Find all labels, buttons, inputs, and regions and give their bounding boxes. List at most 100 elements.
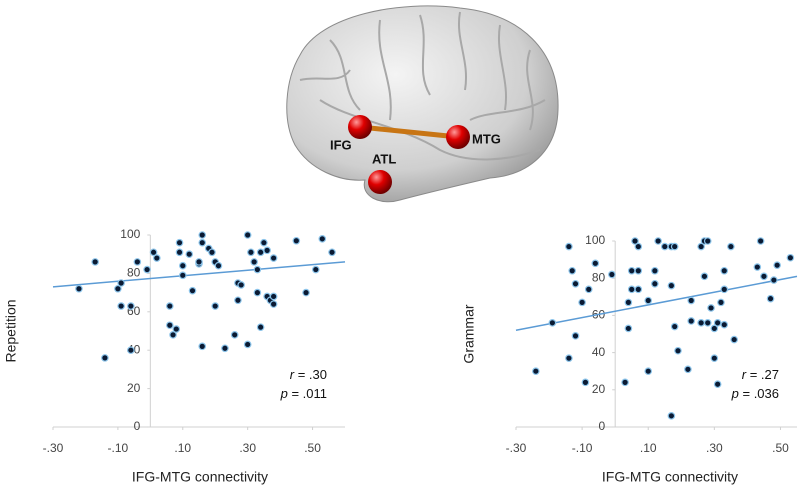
point: [651, 279, 659, 288]
stat-value: = .011: [291, 386, 327, 401]
point: [651, 266, 659, 275]
point: [634, 266, 643, 275]
point: [532, 367, 540, 376]
stat-value: = .27: [750, 367, 779, 382]
point: [717, 298, 725, 307]
y-tick-label: 0: [598, 419, 605, 433]
point: [214, 261, 223, 270]
point: [756, 237, 765, 245]
point: [644, 367, 653, 376]
y-axis-title: Repetition: [3, 299, 19, 362]
point: [565, 354, 573, 362]
point: [75, 284, 83, 293]
x-tick-label: -.30: [43, 441, 64, 455]
point: [195, 258, 203, 266]
point: [230, 331, 239, 339]
point: [269, 254, 278, 262]
point: [654, 237, 662, 245]
point: [166, 321, 174, 330]
point: [578, 298, 586, 307]
brain-label: MTG: [472, 131, 501, 146]
point: [581, 378, 590, 387]
point: [91, 258, 99, 266]
point: [720, 266, 729, 275]
point: [624, 324, 633, 333]
point: [710, 324, 719, 333]
y-tick-label: 80: [592, 270, 606, 284]
point: [211, 302, 220, 310]
point: [720, 285, 729, 294]
x-tick-label: .30: [706, 441, 723, 455]
x-tick-label: .10: [640, 441, 657, 455]
point: [208, 248, 216, 257]
point: [687, 296, 696, 305]
point: [127, 302, 135, 310]
point: [720, 320, 729, 329]
point: [591, 259, 600, 268]
stat-annotation: p = .011: [280, 386, 327, 401]
x-tick-label: -.30: [506, 441, 527, 455]
point: [584, 285, 593, 294]
point: [667, 412, 676, 420]
stat-symbol: r: [742, 367, 747, 382]
point: [571, 332, 580, 340]
point: [101, 354, 109, 362]
point: [250, 258, 258, 266]
point: [247, 248, 255, 257]
point: [253, 288, 262, 297]
point: [175, 248, 184, 257]
point: [292, 236, 301, 245]
point: [660, 242, 669, 251]
y-tick-label: 40: [592, 345, 606, 359]
x-tick-label: .30: [239, 441, 256, 455]
point: [713, 319, 722, 327]
point: [318, 235, 327, 243]
point: [149, 248, 158, 257]
point: [753, 263, 762, 271]
point: [178, 271, 187, 280]
point: [703, 319, 712, 327]
point: [311, 265, 320, 274]
x-tick-label: -.10: [108, 441, 129, 455]
y-tick-label: 20: [127, 381, 141, 395]
point: [786, 253, 795, 262]
point: [624, 298, 633, 307]
stat-annotation: r = .27: [742, 367, 779, 382]
point: [684, 365, 692, 374]
point: [770, 276, 778, 284]
point: [571, 279, 580, 288]
point: [697, 242, 705, 251]
point: [548, 319, 557, 327]
point: [621, 378, 629, 387]
point: [269, 300, 278, 308]
trendline: [52, 261, 346, 288]
trendline: [515, 275, 798, 332]
point: [627, 285, 636, 294]
point: [703, 237, 712, 245]
point: [700, 272, 709, 281]
point: [687, 317, 696, 325]
point: [608, 270, 616, 279]
point: [172, 325, 181, 333]
point: [260, 238, 268, 247]
stat-value: = .30: [298, 367, 327, 382]
point: [188, 286, 197, 295]
x-tick-label: .50: [304, 441, 321, 455]
point: [730, 335, 738, 344]
x-tick-label: .50: [772, 441, 789, 455]
stat-symbol: r: [290, 367, 295, 382]
point: [707, 304, 715, 312]
point: [169, 331, 177, 339]
point: [634, 285, 643, 294]
point: [114, 284, 122, 293]
x-tick-label: -.10: [572, 441, 593, 455]
point: [234, 296, 242, 305]
point: [713, 380, 722, 389]
point: [627, 266, 636, 275]
point: [243, 340, 252, 349]
point: [644, 296, 653, 305]
stat-annotation: p = .036: [731, 386, 779, 401]
y-tick-label: 20: [592, 382, 606, 396]
y-tick-label: 80: [127, 266, 141, 280]
